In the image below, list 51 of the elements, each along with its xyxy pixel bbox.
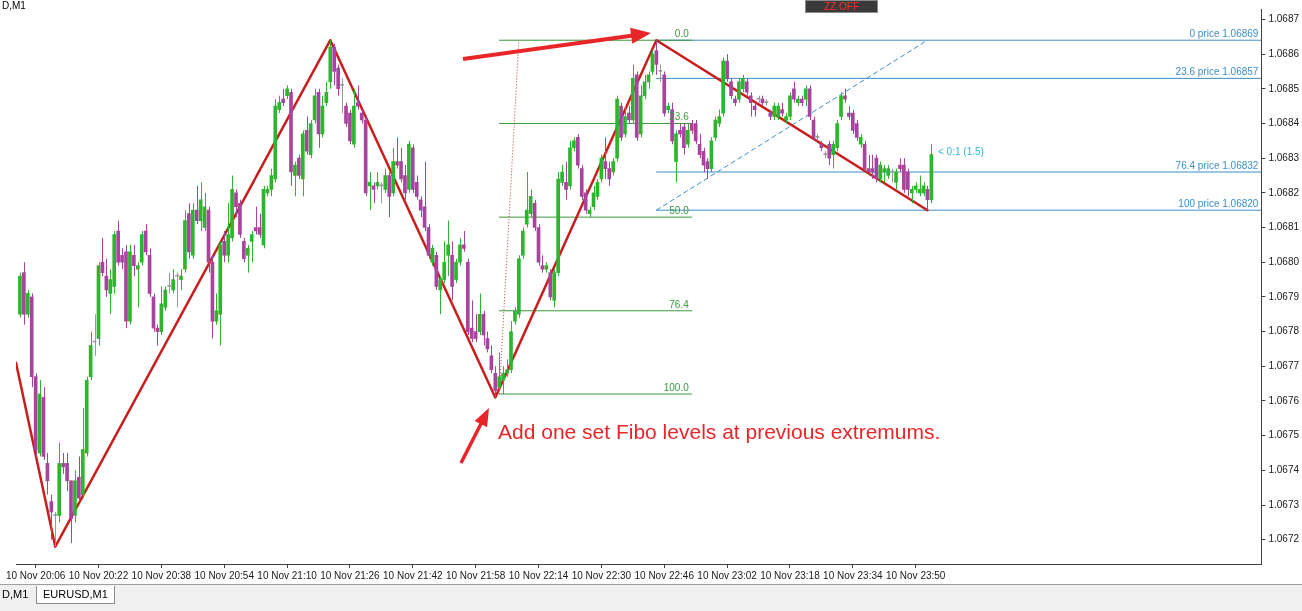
x-tick-label: 10 Nov 22:30 <box>571 569 632 581</box>
y-tick-label: 1.0681 <box>1268 221 1300 233</box>
x-tick-label: 10 Nov 23:50 <box>885 569 946 581</box>
x-tick-label: 10 Nov 21:42 <box>383 569 443 581</box>
x-tick-label: 10 Nov 23:02 <box>697 569 758 581</box>
y-tick-label: 1.0678 <box>1268 325 1300 337</box>
y-tick-label: 1.0683 <box>1268 151 1300 163</box>
y-tick-label: 1.0675 <box>1268 429 1300 441</box>
annotation: < 0:1 (1.5) <box>938 146 984 158</box>
series-label: 76.4 <box>669 298 690 310</box>
x-tick-label: 10 Nov 21:26 <box>320 569 381 581</box>
toggle-button: ZZ OFF <box>805 0 878 13</box>
x-tick-label: 10 Nov 20:06 <box>5 569 66 581</box>
candlestick <box>167 272 172 294</box>
x-tick-label: 10 Nov 21:58 <box>445 569 506 581</box>
y-tick-label: 1.0686 <box>1268 47 1300 59</box>
x-tick-label: 10 Nov 22:46 <box>634 569 695 581</box>
candlestick <box>843 88 847 104</box>
x-tick-label: 10 Nov 20:38 <box>131 569 192 581</box>
tab: EURUSD,M1 <box>36 586 115 604</box>
text: D,M1 <box>2 587 29 602</box>
y-tick-label: 1.0674 <box>1268 464 1300 476</box>
y-tick-label: 1.0687 <box>1268 13 1300 25</box>
x-tick-label: 10 Nov 20:22 <box>68 569 129 581</box>
annotation: Add one set Fibo levels at previous extremums. <box>498 419 941 445</box>
candlestick <box>53 511 58 548</box>
x-tick-label: 10 Nov 20:54 <box>194 569 255 581</box>
x-tick-label: 10 Nov 21:10 <box>257 569 318 581</box>
series-label: 76.4 price 1.06832 <box>1175 159 1259 171</box>
chart-title: D,M1 <box>2 0 26 11</box>
y-tick-label: 1.0672 <box>1268 533 1300 545</box>
candlestick <box>658 64 663 83</box>
x-tick-label: 10 Nov 23:18 <box>760 569 821 581</box>
series-label: 0.0 <box>674 27 690 39</box>
x-tick-label: 10 Nov 22:14 <box>508 569 569 581</box>
series-label: 100.0 <box>663 381 690 393</box>
series-label: 100 price 1.06820 <box>1178 197 1259 209</box>
x-tick-label: 10 Nov 23:34 <box>823 569 883 581</box>
y-tick-label: 1.0677 <box>1268 360 1300 372</box>
series-label: 0 price 1.06869 <box>1189 27 1259 39</box>
y-tick-label: 1.0679 <box>1268 290 1300 302</box>
y-tick-label: 1.0684 <box>1268 117 1300 129</box>
y-tick-label: 1.0680 <box>1268 255 1300 267</box>
candlestick <box>340 77 344 114</box>
y-tick-label: 1.0676 <box>1268 394 1300 406</box>
annotation: ZZ OFF <box>824 1 859 12</box>
y-tick-label: 1.0685 <box>1268 82 1300 94</box>
candlestick <box>823 150 828 159</box>
series-label: 23.6 price 1.06857 <box>1175 66 1259 78</box>
y-tick-label: 1.0682 <box>1268 186 1300 198</box>
y-tick-label: 1.0673 <box>1268 498 1300 510</box>
